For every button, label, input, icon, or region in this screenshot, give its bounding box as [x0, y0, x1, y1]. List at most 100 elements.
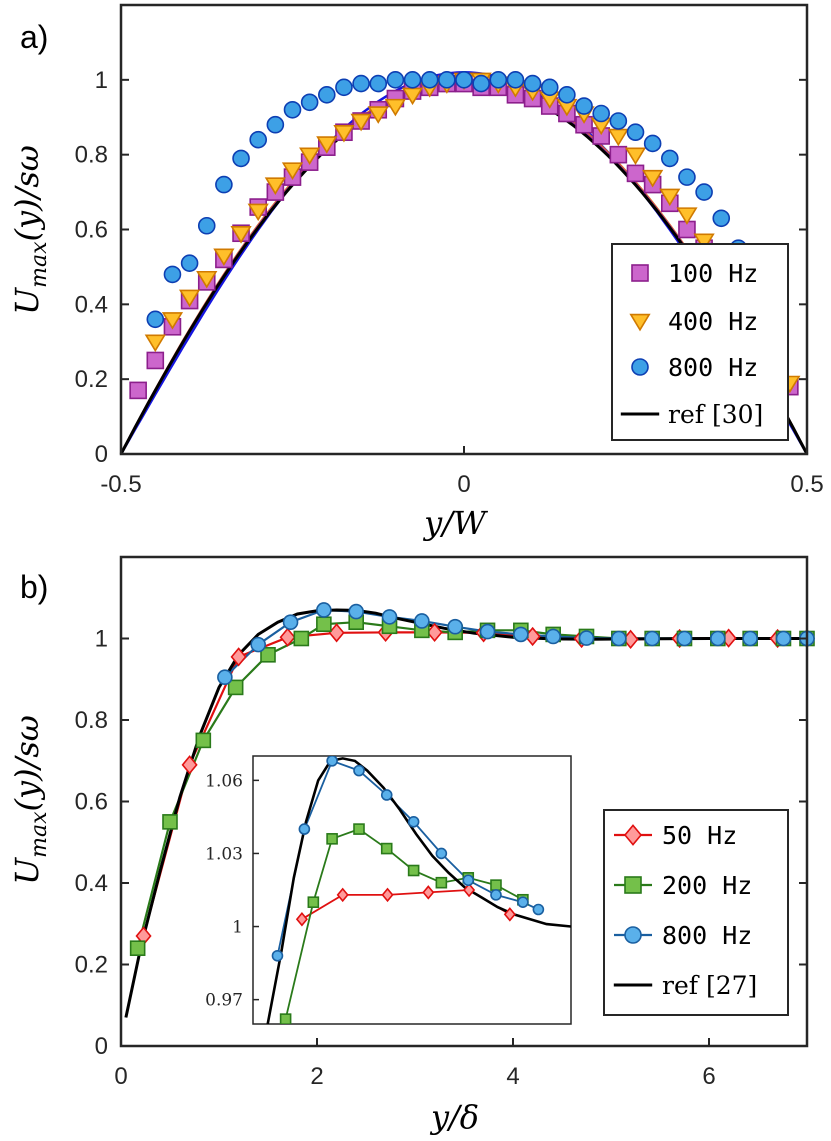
panel-b: b) 0 2 4 6 0 0.2 0.4 0.6 0.8 1 y/δ Umax(y)/sω 0.9… — [8, 555, 816, 1136]
point-b-200-hz — [316, 616, 332, 633]
point-b-200-hz — [129, 940, 146, 957]
point-b-800-hz — [250, 636, 267, 653]
point-a-800-hz — [215, 175, 233, 194]
point-b-200-hz — [162, 814, 178, 830]
point-b-200-hz — [195, 732, 212, 749]
point-b-800-hz — [217, 669, 233, 686]
point-b-800-hz — [611, 630, 627, 647]
point-a-800-hz — [592, 104, 611, 123]
point-a-800-hz — [626, 123, 645, 142]
inset-point-800-hz — [353, 764, 365, 777]
ytick-label-a: 0.8 — [75, 142, 108, 169]
panel-a-xlabel: y/W — [422, 504, 489, 542]
inset-ytick-label: 0.97 — [205, 991, 243, 1011]
legend-b-marker-200-hz — [624, 876, 642, 894]
xtick-label-b: 6 — [702, 1063, 715, 1090]
point-b-50-hz — [328, 623, 345, 643]
point-a-800-hz — [197, 216, 216, 235]
legend-a-800hz: 800 Hz — [668, 353, 758, 382]
point-a-800-hz — [283, 100, 302, 119]
point-a-400-hz — [367, 106, 389, 124]
inset-ytick-label: 1.03 — [205, 844, 243, 864]
point-a-400-hz — [316, 136, 338, 154]
panel-b-points — [129, 602, 816, 957]
point-a-800-hz — [540, 78, 559, 97]
legend-a-marker-400-hz — [629, 313, 651, 332]
panel-b-label: b) — [20, 569, 48, 605]
point-a-400-hz — [333, 125, 355, 143]
point-a-800-hz — [660, 149, 679, 168]
point-a-400-hz — [624, 147, 647, 166]
point-b-50-hz — [181, 755, 198, 775]
legend-b-50hz: 50 Hz — [662, 821, 737, 850]
legend-a-100hz: 100 Hz — [668, 259, 758, 288]
point-a-400-hz — [196, 270, 218, 289]
xtick-label-a: 0.5 — [790, 471, 823, 498]
point-a-800-hz — [643, 134, 662, 153]
legend-b-marker-800-hz — [624, 926, 642, 944]
xtick-label-a: 0 — [457, 471, 470, 498]
point-a-800-hz — [163, 265, 182, 284]
point-a-800-hz — [489, 71, 508, 89]
inset-point-200-hz — [490, 879, 502, 891]
inset-ytick-label: 1 — [232, 918, 243, 938]
inset-point-50-hz — [463, 882, 476, 898]
panel-b-legend-box — [603, 809, 789, 1016]
point-a-400-hz — [281, 162, 304, 180]
ytick-label-b: 0.6 — [75, 789, 108, 816]
legend-b-200hz: 200 Hz — [662, 871, 752, 900]
legend-a-marker-100-hz — [631, 264, 649, 282]
point-a-800-hz — [369, 74, 388, 93]
inset-point-200-hz — [279, 1013, 292, 1024]
xtick-label-a: -0.5 — [100, 471, 141, 498]
legend-b-marker-50-hz — [623, 824, 643, 846]
point-b-800-hz — [381, 609, 398, 625]
point-b-800-hz — [414, 613, 430, 629]
point-a-800-hz — [232, 149, 250, 168]
point-b-800-hz — [348, 603, 365, 620]
inset-point-800-hz — [517, 896, 529, 908]
point-a-800-hz — [472, 74, 490, 93]
point-b-800-hz — [447, 618, 463, 635]
ytick-label-b: 1 — [95, 626, 108, 653]
point-b-800-hz — [316, 602, 332, 618]
inset-point-50-hz — [503, 907, 516, 922]
point-b-800-hz — [578, 630, 595, 646]
point-a-400-hz — [642, 169, 664, 188]
inset-point-800-hz — [435, 847, 448, 860]
point-b-200-hz — [293, 630, 310, 647]
point-a-800-hz — [352, 74, 370, 93]
legend-a-marker-800-hz — [631, 358, 649, 376]
point-b-50-hz — [230, 647, 247, 667]
point-b-800-hz — [775, 630, 792, 647]
inset-point-200-hz — [353, 823, 365, 835]
inset-point-200-hz — [407, 864, 420, 877]
point-a-400-hz — [384, 98, 407, 117]
point-b-800-hz — [282, 614, 299, 631]
inset-ticks: 0.97 1 1.03 1.06 — [205, 771, 259, 1011]
point-a-100-hz — [146, 351, 165, 370]
inset-point-50-hz — [381, 887, 394, 903]
point-a-100-hz — [626, 164, 645, 183]
legend-b-800hz: 800 Hz — [662, 921, 752, 950]
point-b-800-hz — [513, 626, 529, 643]
panel-b-inset: 0.97 1 1.03 1.06 — [205, 755, 572, 1025]
point-b-200-hz — [227, 679, 244, 696]
inset-point-800-hz — [490, 889, 502, 901]
point-a-100-hz — [609, 145, 628, 164]
inset-line-200-hz — [284, 828, 524, 1020]
inset-point-200-hz — [435, 876, 448, 889]
ytick-label-b: 0 — [95, 1033, 108, 1060]
panel-b-ticks: 0 2 4 6 0 0.2 0.4 0.6 0.8 1 — [75, 626, 807, 1090]
inset-point-800-hz — [326, 756, 338, 767]
ytick-label-b: 0.2 — [75, 952, 108, 979]
point-a-800-hz — [712, 209, 731, 228]
inset-point-800-hz — [380, 789, 393, 801]
ytick-label-a: 0.2 — [75, 366, 108, 393]
point-a-800-hz — [506, 71, 525, 89]
inset-point-800-hz — [407, 815, 420, 828]
inset-point-50-hz — [295, 911, 308, 927]
point-a-400-hz — [178, 289, 201, 308]
panel-a: a) -0.5 0 0.5 0 0.2 0.4 0.6 0.8 1 y/W Umax(y)/sω… — [8, 3, 824, 542]
